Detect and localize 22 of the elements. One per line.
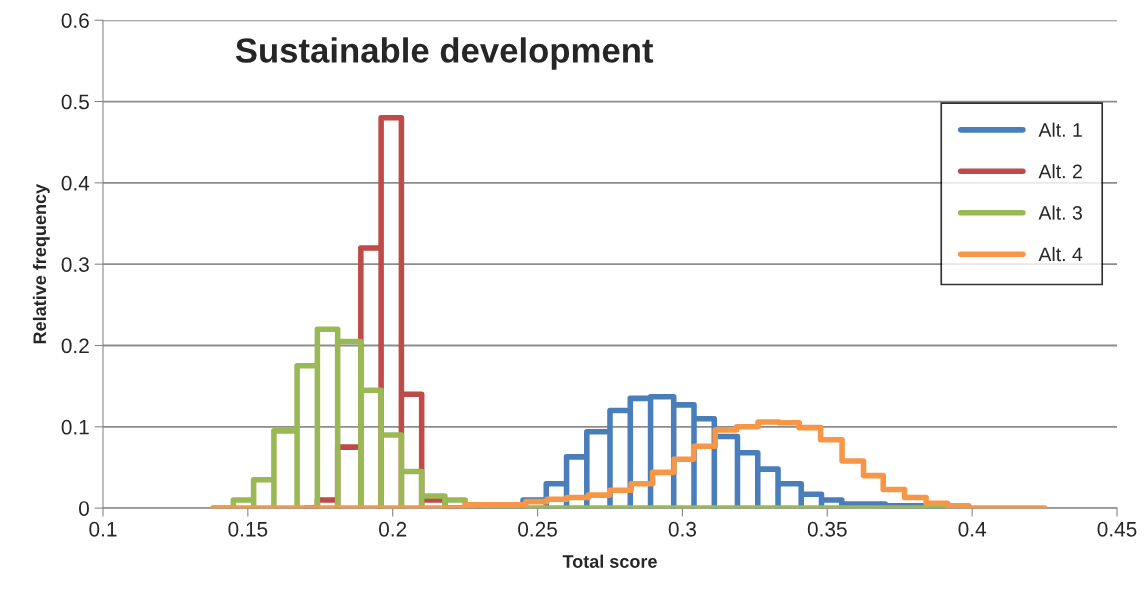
x-tick-label: 0.3 xyxy=(668,521,696,537)
legend-label: Alt. 2 xyxy=(1038,164,1082,179)
x-tick-label: 0.15 xyxy=(228,521,268,537)
chart-title: Sustainable development xyxy=(235,37,654,70)
y-tick-label: 0.4 xyxy=(61,175,90,191)
legend-label: Alt. 1 xyxy=(1038,122,1082,137)
y-axis-title: Relative frequency xyxy=(32,183,50,344)
x-axis-title: Total score xyxy=(562,554,657,568)
y-tick-label: 0.3 xyxy=(61,257,89,272)
x-tick-label: 0.45 xyxy=(1097,521,1137,537)
y-tick-label: 0.5 xyxy=(61,94,89,110)
x-tick-label: 0.35 xyxy=(807,521,847,537)
y-tick-label: 0 xyxy=(79,501,89,516)
x-tick-label: 0.25 xyxy=(518,521,557,537)
y-tick-label: 0.2 xyxy=(61,338,89,354)
x-tick-label: 0.1 xyxy=(89,521,117,537)
x-tick-label: 0.4 xyxy=(958,521,987,537)
y-tick-label: 0.6 xyxy=(61,13,89,28)
x-tick-label: 0.2 xyxy=(379,521,407,537)
y-tick-label: 0.1 xyxy=(61,419,89,435)
legend-label: Alt. 3 xyxy=(1038,205,1082,220)
legend-label: Alt. 4 xyxy=(1038,246,1083,262)
